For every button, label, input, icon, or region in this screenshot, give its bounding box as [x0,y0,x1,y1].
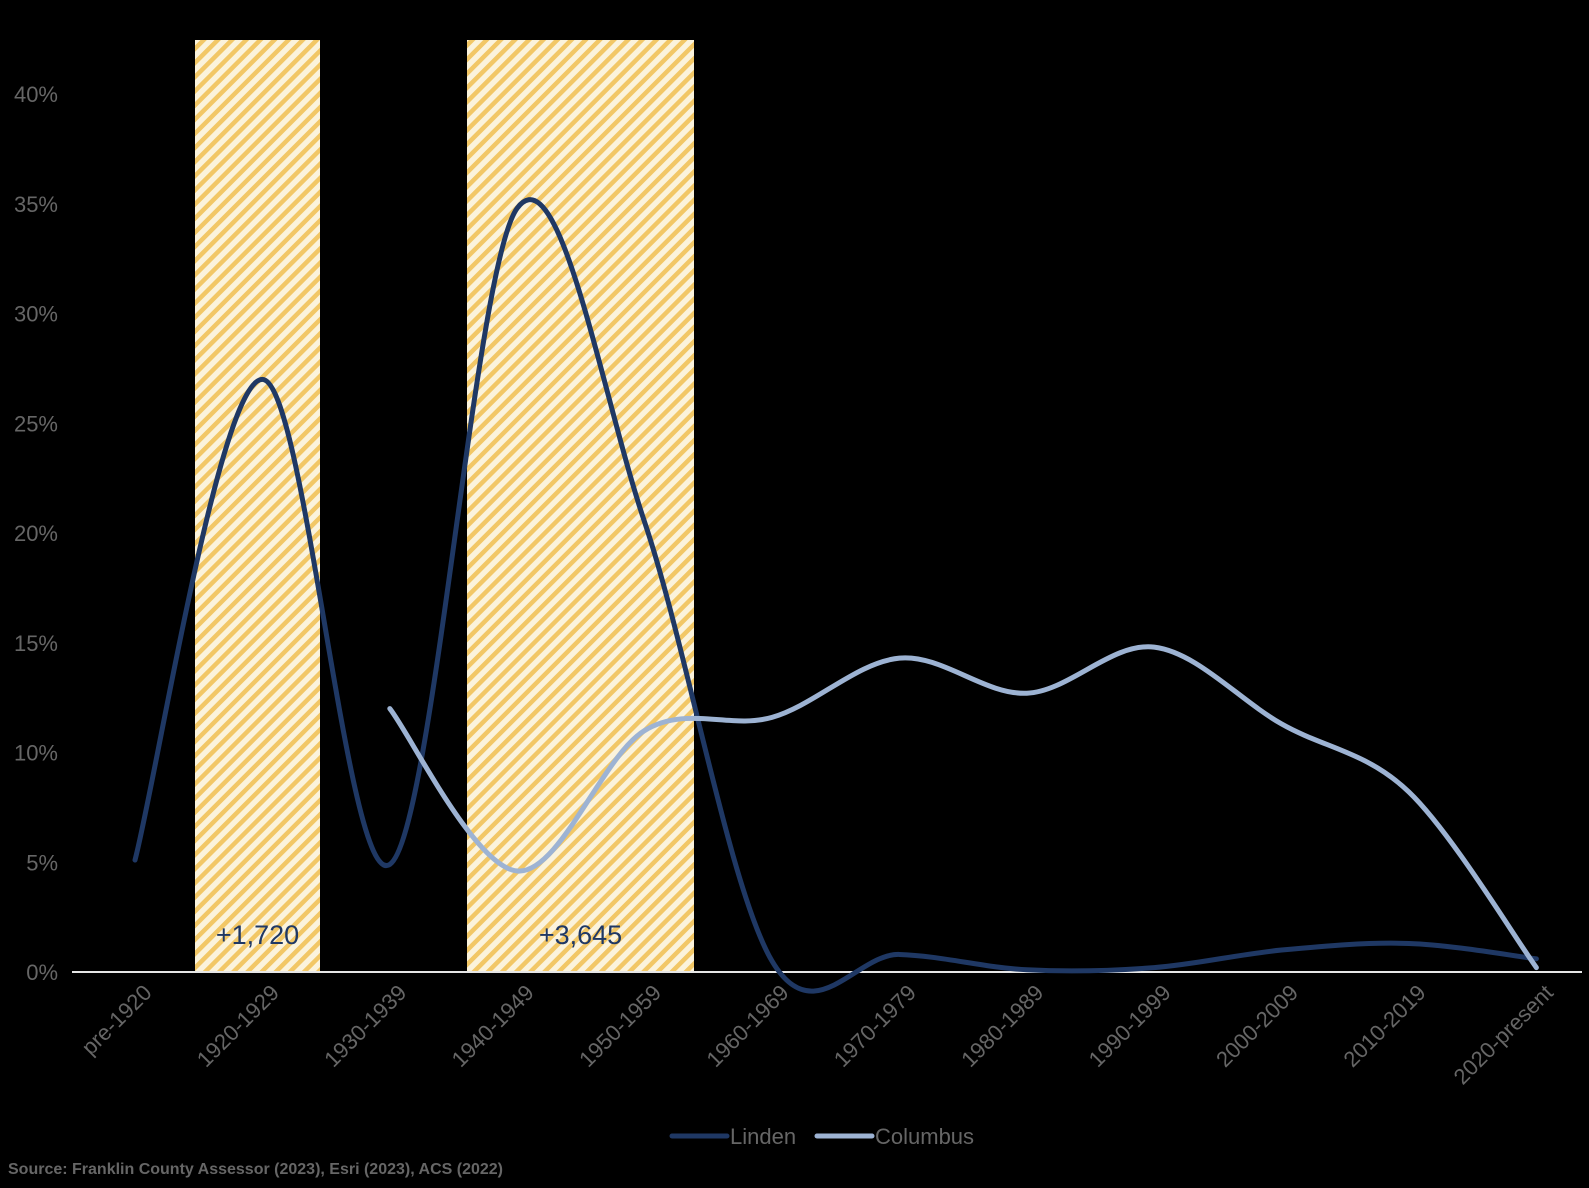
series-line-linden [132,197,1539,994]
x-tick-label: 2010-2019 [1338,980,1430,1072]
highlight-band-1 [195,40,320,972]
legend-label-linden: Linden [730,1124,796,1149]
series-line-columbus [387,644,1539,971]
y-tick-label: 40% [14,82,58,107]
y-tick-label: 25% [14,411,58,436]
x-tick-label: 1980-1989 [956,980,1048,1072]
y-axis: 0% 5% 10% 15% 20% 25% 30% 35% 40% [14,82,58,985]
x-axis: pre-1920 1920-1929 1930-1939 1940-1949 1950-… [77,980,1558,1089]
y-tick-label: 10% [14,741,58,766]
x-tick-label: pre-1920 [77,980,157,1060]
x-tick-label: 1940-1949 [447,980,539,1072]
x-tick-label: 1920-1929 [192,980,284,1072]
legend-label-columbus: Columbus [875,1124,974,1149]
y-tick-label: 5% [26,850,58,875]
x-tick-label: 1990-1999 [1084,980,1176,1072]
y-tick-label: 20% [14,521,58,546]
x-tick-label: 2000-2009 [1211,980,1303,1072]
annotation-layer: +1,720 +3,645 [216,920,622,950]
x-tick-label: 1960-1969 [701,980,793,1072]
x-tick-label: 1970-1979 [829,980,921,1072]
legend: Linden Columbus [669,1124,974,1149]
x-tick-label: 1950-1959 [574,980,666,1072]
y-tick-label: 35% [14,192,58,217]
y-tick-label: 15% [14,631,58,656]
series-layer [132,197,1539,994]
x-tick-label: 1930-1939 [319,980,411,1072]
highlight-label-2: +3,645 [539,920,622,950]
y-tick-label: 30% [14,302,58,327]
y-tick-label: 0% [26,960,58,985]
highlight-layer [195,40,694,972]
highlight-label-1: +1,720 [216,920,299,950]
source-note: Source: Franklin County Assessor (2023),… [8,1161,503,1178]
x-tick-label: 2020-present [1449,980,1558,1089]
highlight-band-2 [467,40,694,972]
